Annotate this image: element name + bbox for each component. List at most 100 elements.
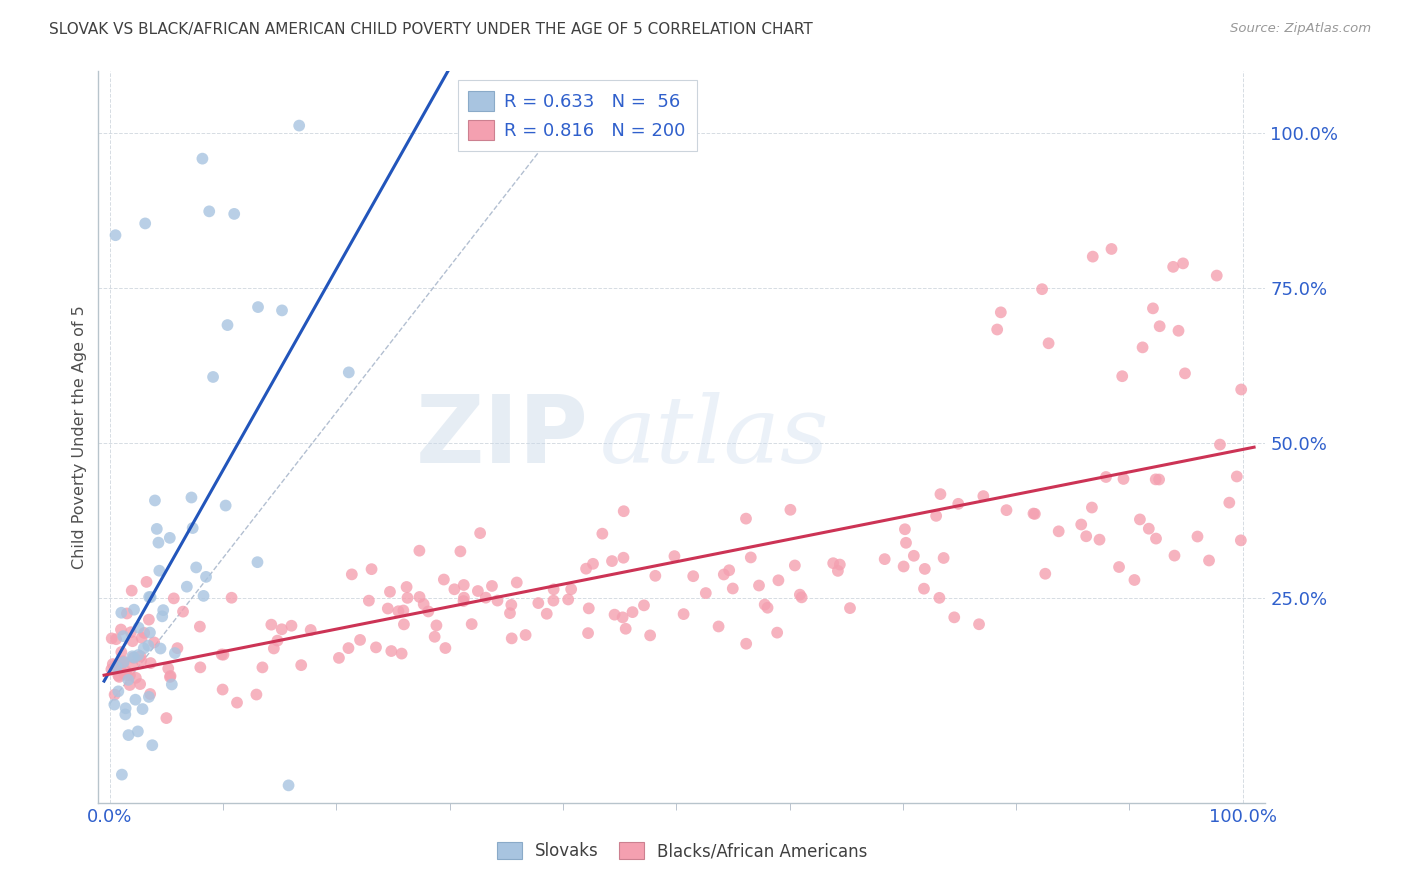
Point [783, 558, 806, 573]
Point [122, 650, 145, 665]
Point [612, 610, 634, 624]
Point [894, 522, 917, 536]
Point [129, 649, 152, 664]
Point [124, 692, 146, 706]
Point [1038, 336, 1060, 351]
Point [1081, 500, 1104, 515]
Point [1101, 242, 1123, 256]
Point [122, 650, 145, 665]
Point [527, 596, 550, 610]
Point [1031, 282, 1053, 296]
Point [1033, 566, 1056, 581]
Point [364, 640, 387, 655]
Point [128, 621, 150, 635]
Point [377, 601, 399, 615]
Point [157, 661, 180, 675]
Point [638, 628, 661, 642]
Point [1198, 553, 1220, 567]
Point [1209, 437, 1232, 451]
Point [391, 647, 413, 661]
Point [121, 583, 143, 598]
Point [740, 550, 762, 565]
Point [105, 632, 128, 647]
Point [467, 584, 489, 599]
Point [1161, 260, 1184, 274]
Point [506, 575, 529, 590]
Point [612, 550, 634, 565]
Point [180, 491, 202, 505]
Point [756, 600, 779, 615]
Y-axis label: Child Poverty Under the Age of 5: Child Poverty Under the Age of 5 [72, 305, 87, 569]
Point [1147, 473, 1170, 487]
Point [1230, 533, 1253, 548]
Point [260, 617, 283, 632]
Point [1144, 472, 1167, 486]
Point [1163, 549, 1185, 563]
Point [181, 521, 204, 535]
Point [110, 623, 132, 637]
Point [152, 603, 174, 617]
Point [408, 543, 430, 558]
Point [108, 662, 131, 676]
Point [990, 305, 1012, 319]
Point [110, 606, 132, 620]
Point [449, 544, 471, 558]
Point [412, 597, 434, 611]
Point [1226, 469, 1249, 483]
Point [790, 591, 813, 605]
Point [434, 640, 457, 655]
Point [914, 562, 936, 576]
Point [146, 522, 169, 536]
Point [139, 625, 162, 640]
Point [299, 623, 322, 637]
Point [928, 591, 950, 605]
Point [131, 631, 153, 645]
Point [443, 582, 465, 597]
Point [828, 558, 851, 572]
Point [557, 592, 579, 607]
Point [1111, 369, 1133, 384]
Point [501, 598, 523, 612]
Point [967, 617, 990, 632]
Point [195, 570, 218, 584]
Point [823, 556, 845, 570]
Point [453, 578, 475, 592]
Point [117, 728, 139, 742]
Point [903, 549, 925, 563]
Point [112, 666, 135, 681]
Point [1108, 560, 1130, 574]
Point [166, 641, 188, 656]
Point [425, 618, 447, 632]
Point [112, 656, 135, 670]
Point [380, 644, 402, 658]
Point [378, 584, 401, 599]
Point [252, 660, 274, 674]
Point [266, 633, 288, 648]
Point [176, 580, 198, 594]
Point [193, 589, 215, 603]
Point [107, 684, 129, 698]
Point [121, 649, 143, 664]
Point [543, 582, 565, 597]
Point [392, 617, 415, 632]
Point [396, 591, 419, 605]
Point [1230, 383, 1253, 397]
Point [125, 671, 148, 685]
Point [280, 619, 302, 633]
Point [576, 626, 599, 640]
Point [221, 591, 243, 605]
Point [748, 578, 770, 592]
Point [486, 593, 509, 607]
Point [337, 365, 360, 379]
Point [499, 606, 522, 620]
Point [290, 658, 312, 673]
Point [433, 573, 456, 587]
Point [1076, 529, 1098, 543]
Point [150, 609, 173, 624]
Point [155, 711, 177, 725]
Point [226, 696, 249, 710]
Point [515, 628, 537, 642]
Point [141, 738, 163, 752]
Point [600, 554, 623, 568]
Point [132, 641, 155, 656]
